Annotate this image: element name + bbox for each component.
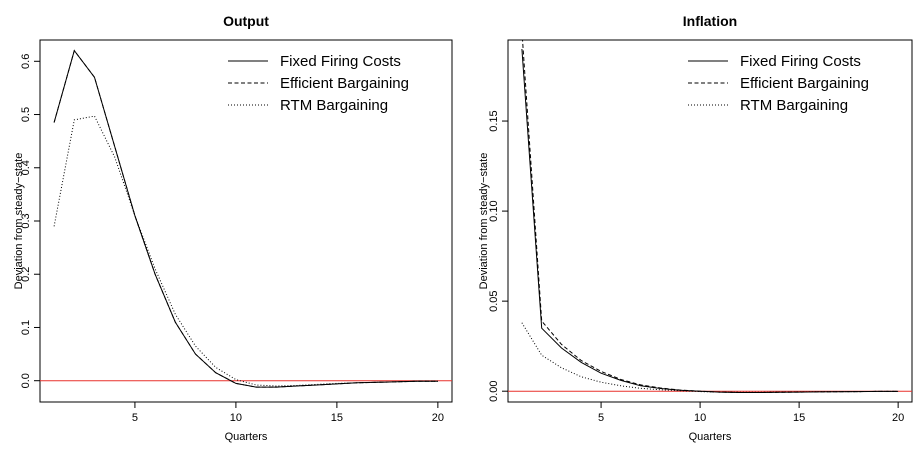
- plot-frame: [507, 39, 913, 403]
- x-tick-label: 5: [598, 412, 604, 424]
- legend-label: RTM Bargaining: [740, 97, 848, 114]
- plot-frame: [39, 39, 453, 403]
- x-axis-label: Quarters: [689, 431, 732, 443]
- y-tick-label: 0.5: [20, 107, 32, 122]
- y-tick-label: 0.10: [488, 200, 500, 221]
- y-tick-label: 0.3: [20, 213, 32, 228]
- panel-1: Output 5 10 15 20 Quarters 0.0 0.1 0.2 0.3 0.4 0.5 0…: [13, 13, 453, 443]
- legend-label: Efficient Bargaining: [740, 75, 869, 92]
- y-tick-label: 0.00: [488, 380, 500, 401]
- legend-label: Efficient Bargaining: [280, 75, 409, 92]
- legend: Fixed Firing Costs Efficient Bargaining RT…: [688, 53, 869, 114]
- series-line-rtm-bargaining: [521, 322, 899, 393]
- x-tick-label: 10: [230, 412, 242, 424]
- y-tick-label: 0.4: [20, 160, 32, 175]
- y-tick-label: 0.1: [20, 320, 32, 335]
- legend-label: Fixed Firing Costs: [280, 53, 401, 70]
- legend: Fixed Firing Costs Efficient Bargaining RT…: [228, 53, 409, 114]
- legend-label: RTM Bargaining: [280, 97, 388, 114]
- y-tick-label: 0.6: [20, 54, 32, 69]
- y-axis-label: Deviation from steady−state: [478, 153, 490, 290]
- x-tick-label: 10: [694, 412, 706, 424]
- y-axis-label: Deviation from steady−state: [13, 153, 25, 290]
- y-tick-label: 0.0: [20, 373, 32, 388]
- x-tick-label: 20: [892, 412, 904, 424]
- panel-2: Inflation 5 10 15 20 Quarters 0.00 0.05 0.10 0.15…: [478, 13, 913, 443]
- chart-title: Output: [223, 13, 269, 29]
- x-tick-label: 15: [793, 412, 805, 424]
- y-tick-label: 0.15: [488, 110, 500, 131]
- x-tick-label: 5: [132, 412, 138, 424]
- x-tick-label: 15: [331, 412, 343, 424]
- y-tick-label: 0.05: [488, 290, 500, 311]
- series-line-rtm-bargaining: [53, 115, 438, 387]
- x-axis-label: Quarters: [225, 431, 268, 443]
- legend-label: Fixed Firing Costs: [740, 53, 861, 70]
- y-tick-label: 0.2: [20, 267, 32, 282]
- series-line-efficient-bargaining: [53, 49, 438, 388]
- x-tick-label: 20: [432, 412, 444, 424]
- chart-title: Inflation: [683, 13, 737, 29]
